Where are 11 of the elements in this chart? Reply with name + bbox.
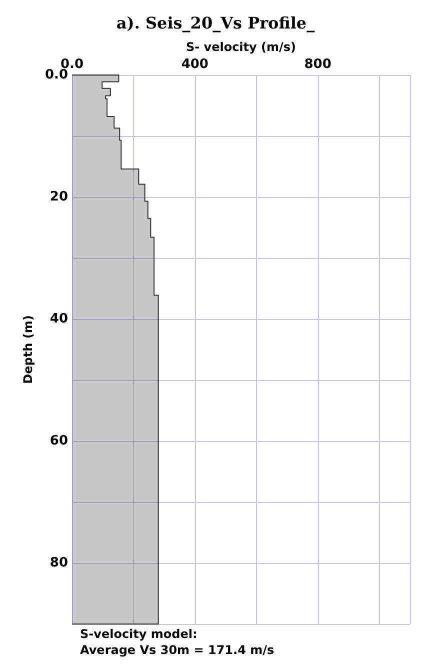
y-tick-label: 60 (50, 434, 68, 448)
y-tick-label: 80 (50, 556, 68, 570)
text: Average Vs 30m = 171.4 m/s (80, 643, 274, 657)
text: S-velocity model: (80, 627, 198, 641)
x-axis-title: S- velocity (m/s) (186, 40, 296, 54)
y-axis-title: Depth (m) (21, 315, 35, 384)
y-tick-label: 40 (50, 312, 68, 326)
y-tick-label: 20 (50, 190, 68, 204)
x-tick-label: 400 (181, 57, 208, 72)
chart-title: a). Seis_20_Vs Profile_ (116, 14, 315, 32)
x-tick-label: 800 (304, 57, 332, 72)
